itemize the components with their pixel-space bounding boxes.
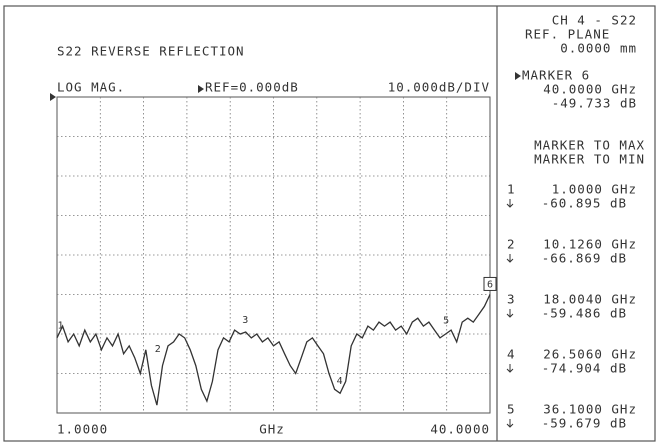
menu-item[interactable]: MARKER TO MAX (534, 138, 645, 153)
marker-down-arrow (506, 254, 514, 263)
active-marker-box (483, 276, 497, 291)
marker-number: 1 (507, 182, 516, 197)
format-label: LOG MAG. (57, 80, 125, 95)
marker-value: -60.895 dB (542, 196, 627, 211)
marker-freq: 18.0040 GHz (543, 292, 637, 307)
marker-flag: 1 (57, 321, 64, 332)
marker-down-arrow (506, 309, 514, 318)
marker-down-arrow (506, 419, 514, 428)
channel-label: CH 4 - S22 (552, 13, 637, 28)
marker-value: -74.904 dB (542, 361, 627, 376)
ref-arrow (50, 93, 56, 101)
active-marker-indicator (515, 72, 521, 80)
marker-flag: 5 (443, 316, 450, 327)
active-marker-value: -49.733 dB (552, 96, 637, 111)
trace (56, 294, 491, 406)
ref-plane-value: 0.0000 mm (560, 41, 637, 56)
marker-value: -66.869 dB (542, 251, 627, 266)
menu-item[interactable]: MARKER TO MIN (534, 152, 645, 167)
scale-label: 10.000dB/DIV (388, 80, 490, 95)
marker-freq: 10.1260 GHz (543, 237, 637, 252)
marker-freq: 36.1000 GHz (543, 402, 637, 417)
ref-plane-label: REF. PLANE (525, 27, 610, 42)
x-tick-label: 40.0000 (430, 422, 490, 437)
marker-freq: 1.0000 GHz (552, 182, 637, 197)
marker-down-arrow (506, 199, 514, 208)
marker-flag: 2 (155, 344, 162, 355)
active-marker-freq: 40.0000 GHz (543, 82, 637, 97)
active-marker-flag: 6 (487, 279, 493, 290)
marker-down-arrow (506, 364, 514, 373)
marker-value: -59.679 dB (542, 416, 627, 431)
active-marker-label: MARKER 6 (522, 68, 590, 83)
marker-number: 4 (507, 347, 516, 362)
marker-flag: 4 (337, 376, 344, 387)
marker-value: -59.486 dB (542, 306, 627, 321)
screen-frame (3, 5, 656, 442)
ref-indicator (198, 85, 204, 93)
marker-number: 5 (507, 402, 516, 417)
reference-label: REF=0.000dB (205, 80, 299, 95)
marker-flag: 3 (242, 315, 249, 326)
chart-title: S22 REVERSE REFLECTION (57, 44, 245, 59)
marker-number: 3 (507, 292, 516, 307)
x-tick-label: 1.0000 (57, 422, 108, 437)
marker-freq: 26.5060 GHz (543, 347, 637, 362)
x-axis-label: GHz (259, 422, 285, 437)
marker-number: 2 (507, 237, 516, 252)
